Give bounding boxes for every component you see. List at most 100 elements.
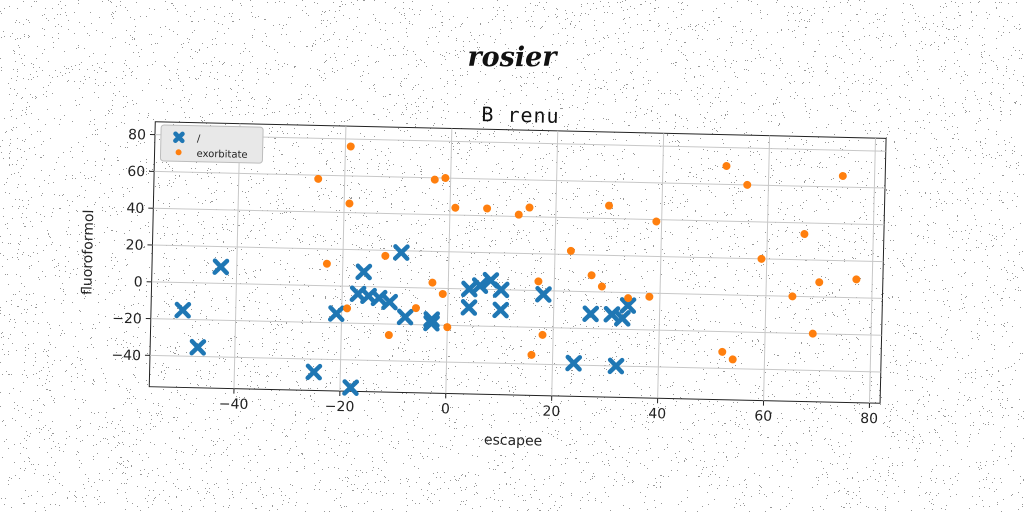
x-tick-label: 60 xyxy=(754,408,772,424)
dot-marker-point xyxy=(322,259,331,268)
dot-marker-point xyxy=(384,331,393,340)
dot-marker-point xyxy=(345,199,354,208)
dot-marker-point xyxy=(514,210,523,219)
dot-marker-point xyxy=(451,203,460,212)
dot-marker-point xyxy=(605,201,614,210)
x-tick-label: −40 xyxy=(219,396,249,413)
y-tick-label: 80 xyxy=(128,127,146,143)
data-points xyxy=(174,142,861,396)
chart-title: B renu xyxy=(481,102,560,128)
y-tick-label: 60 xyxy=(127,164,145,180)
plot-frame xyxy=(148,121,887,404)
x-gridline xyxy=(868,138,876,404)
y-tick-label: −20 xyxy=(112,311,142,328)
grid xyxy=(149,123,886,404)
dot-marker-point xyxy=(381,251,390,260)
y-gridline xyxy=(151,281,883,299)
dot-marker-point xyxy=(645,292,654,301)
dot-marker-point xyxy=(652,217,661,226)
y-gridline xyxy=(154,134,886,152)
dot-marker-point xyxy=(722,162,731,171)
dot-marker-point xyxy=(441,174,450,183)
y-axis-ticks: −40 −20 0 20 40 60 80 xyxy=(111,127,155,365)
x-marker-point xyxy=(305,363,323,381)
dot-marker-point xyxy=(624,294,633,303)
x-marker-point xyxy=(396,308,414,326)
x-marker-point xyxy=(619,297,637,314)
x-marker-point xyxy=(492,281,510,299)
x-marker-point xyxy=(381,293,398,311)
figure-supertitle: rosier xyxy=(467,42,557,73)
x-marker-point xyxy=(613,309,631,327)
y-gridline xyxy=(154,170,885,189)
dot-marker-point xyxy=(538,330,547,339)
dot-marker-point xyxy=(788,292,797,301)
dot-marker-point xyxy=(438,289,447,298)
dot-marker-point xyxy=(346,142,355,151)
x-marker-point xyxy=(460,299,478,316)
dot-marker-point xyxy=(718,347,727,356)
dot-marker-point xyxy=(534,277,543,286)
dot-marker-point xyxy=(566,246,575,255)
x-axis-label: escapee xyxy=(484,432,543,449)
dot-marker-point xyxy=(314,174,323,183)
dot-marker-point xyxy=(800,230,809,239)
x-marker-point xyxy=(492,301,510,319)
x-gridline xyxy=(339,126,347,392)
x-marker-point xyxy=(471,277,489,294)
dot-marker-point xyxy=(808,329,817,338)
x-gridline xyxy=(551,130,559,396)
y-gridline xyxy=(152,244,884,263)
dot-marker-point xyxy=(525,203,534,212)
x-axis-ticks: −40 −20 0 20 40 60 80 xyxy=(219,388,878,427)
x-marker-point xyxy=(189,338,207,356)
legend-box xyxy=(159,124,264,164)
dot-marker-point xyxy=(597,282,606,291)
dot-marker-point xyxy=(411,304,420,313)
legend-entry-label: / xyxy=(197,134,201,145)
x-gridline xyxy=(657,133,665,399)
y-tick-label: −40 xyxy=(111,348,141,365)
x-marker-point xyxy=(327,305,345,323)
y-gridline xyxy=(149,354,881,373)
dot-marker-point xyxy=(743,180,752,189)
legend-entry-label: exorbitate xyxy=(196,149,247,161)
y-tick-label: 0 xyxy=(134,274,143,290)
x-marker-point xyxy=(212,258,230,276)
x-marker-point xyxy=(342,379,359,396)
x-gridline xyxy=(763,135,771,401)
x-tick-label: −20 xyxy=(325,399,355,416)
x-tick-label: 40 xyxy=(648,406,666,422)
dot-marker-point xyxy=(343,304,352,313)
dot-marker-point xyxy=(587,271,596,280)
x-tick-label: 20 xyxy=(542,404,560,420)
legend-dot-marker xyxy=(175,149,182,156)
dot-marker-point xyxy=(428,278,437,287)
dot-marker-point xyxy=(838,172,847,181)
x-marker-point xyxy=(423,314,440,332)
legend-x-marker xyxy=(173,131,185,144)
x-marker-point xyxy=(174,301,192,319)
x-marker-point xyxy=(535,286,552,303)
y-tick-label: 40 xyxy=(126,201,144,217)
y-gridline xyxy=(150,318,882,336)
dot-marker-point xyxy=(852,275,861,284)
dot-marker-point xyxy=(443,323,452,332)
x-tick-label: 0 xyxy=(441,401,450,417)
legend: / exorbitate xyxy=(159,124,264,164)
x-marker-point xyxy=(582,305,600,323)
x-gridline xyxy=(445,128,453,394)
dot-marker-point xyxy=(757,254,766,263)
x-marker-point xyxy=(355,263,373,281)
x-marker-point xyxy=(423,311,440,328)
x-gridline xyxy=(233,123,241,389)
x-tick-label: 80 xyxy=(860,411,878,427)
y-axis-label: fluoroformol xyxy=(79,209,97,295)
dot-marker-point xyxy=(815,278,824,287)
dot-marker-point xyxy=(430,175,439,184)
x-marker-point xyxy=(392,244,410,261)
x-marker-point xyxy=(607,357,625,375)
dot-marker-point xyxy=(483,204,492,213)
dot-marker-point xyxy=(527,350,536,359)
